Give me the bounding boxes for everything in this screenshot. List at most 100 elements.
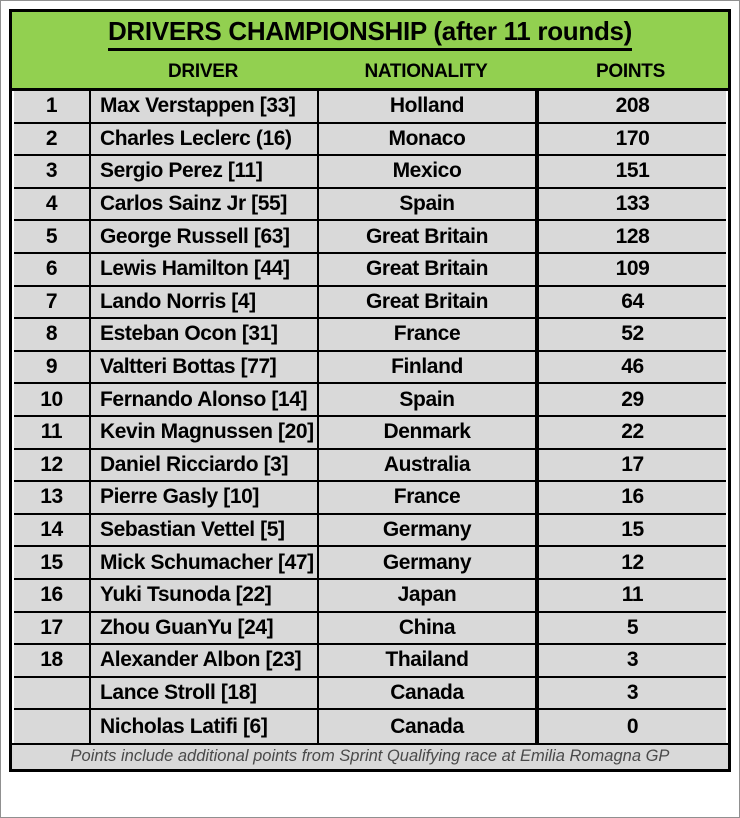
points-cell: 12: [535, 547, 726, 578]
nationality-cell: Holland: [317, 91, 535, 122]
position-cell: 14: [40, 518, 63, 542]
driver-cell: Kevin Magnussen [20]: [89, 416, 317, 448]
driver-cell: Lando Norris [4]: [89, 286, 317, 318]
nationality-cell: Great Britain: [317, 221, 535, 252]
table-row: 16 Yuki Tsunoda [22] Japan 11: [14, 579, 726, 613]
position-cell: 7: [45, 289, 58, 313]
position-cell: 1: [45, 94, 58, 118]
driver-cell: Lewis Hamilton [44]: [89, 253, 317, 285]
points-cell: 133: [535, 188, 726, 220]
position-cell: [14, 678, 89, 709]
position-cell: 13: [40, 485, 63, 509]
points-cell: 3: [535, 645, 726, 676]
table-row: 8 Esteban Ocon [31] France 52: [14, 319, 726, 352]
points-cell: 52: [535, 319, 726, 350]
points-cell: 109: [535, 253, 726, 285]
driver-cell: Zhou GuanYu [24]: [89, 612, 317, 644]
driver-cell: Lance Stroll [18]: [89, 677, 317, 709]
points-cell: 128: [535, 221, 726, 252]
position-cell: 12: [40, 452, 63, 476]
position-cell: 9: [45, 355, 58, 379]
position-cell: 16: [40, 583, 63, 607]
driver-cell: Esteban Ocon [31]: [89, 319, 317, 350]
points-cell: 151: [535, 156, 726, 187]
table-row: 13 Pierre Gasly [10] France 16: [14, 482, 726, 515]
table-row: 12 Daniel Ricciardo [3] Australia 17: [14, 449, 726, 483]
column-header-row: DRIVER NATIONALITY POINTS: [12, 55, 728, 88]
nationality-cell: Germany: [317, 514, 535, 546]
table-row: 2 Charles Leclerc (16) Monaco 170: [14, 123, 726, 157]
points-cell: 17: [535, 449, 726, 481]
driver-cell: Carlos Sainz Jr [55]: [89, 188, 317, 220]
driver-cell: Sergio Perez [11]: [89, 156, 317, 187]
position-cell: 6: [45, 257, 58, 281]
position-cell: 8: [45, 322, 58, 346]
driver-cell: Charles Leclerc (16): [89, 123, 317, 155]
driver-cell: Fernando Alonso [14]: [89, 384, 317, 415]
nationality-cell: Spain: [317, 188, 535, 220]
position-cell: 15: [40, 550, 63, 574]
points-cell: 170: [535, 123, 726, 155]
position-cell: 4: [45, 192, 58, 216]
table-row: 3 Sergio Perez [11] Mexico 151: [14, 156, 726, 189]
driver-cell: George Russell [63]: [89, 221, 317, 252]
table-row: 5 George Russell [63] Great Britain 128: [14, 221, 726, 254]
driver-cell: Valtteri Bottas [77]: [89, 351, 317, 383]
nationality-cell: Canada: [317, 677, 535, 709]
driver-cell: Mick Schumacher [47]: [89, 547, 317, 578]
nationality-cell: China: [317, 612, 535, 644]
nationality-cell: Thailand: [317, 645, 535, 676]
table-row: 1 Max Verstappen [33] Holland 208: [14, 91, 726, 124]
nationality-cell: Spain: [317, 384, 535, 415]
position-cell: 3: [45, 159, 58, 183]
points-cell: 5: [535, 612, 726, 644]
nationality-cell: Japan: [317, 579, 535, 611]
table-body: 1 Max Verstappen [33] Holland 208 2 Charles L…: [12, 91, 728, 743]
points-cell: 0: [535, 710, 726, 743]
nationality-cell: Monaco: [317, 123, 535, 155]
points-cell: 22: [535, 416, 726, 448]
table-row: 17 Zhou GuanYu [24] China 5: [14, 612, 726, 646]
nationality-cell: Finland: [317, 351, 535, 383]
position-cell: [14, 710, 89, 743]
points-cell: 208: [535, 91, 726, 122]
table-row: Nicholas Latifi [6] Canada 0: [14, 710, 726, 743]
table-row: Lance Stroll [18] Canada 3: [14, 677, 726, 711]
points-cell: 29: [535, 384, 726, 415]
nationality-cell: France: [317, 319, 535, 350]
driver-cell: Alexander Albon [23]: [89, 645, 317, 676]
nationality-cell: France: [317, 482, 535, 513]
nationality-cell: Germany: [317, 547, 535, 578]
nationality-cell: Mexico: [317, 156, 535, 187]
points-cell: 11: [535, 579, 726, 611]
points-cell: 64: [535, 286, 726, 318]
driver-cell: Max Verstappen [33]: [89, 91, 317, 122]
table-row: 18 Alexander Albon [23] Thailand 3: [14, 645, 726, 678]
driver-cell: Pierre Gasly [10]: [89, 482, 317, 513]
table-row: 6 Lewis Hamilton [44] Great Britain 109: [14, 253, 726, 287]
column-header-points: POINTS: [596, 60, 665, 82]
nationality-cell: Denmark: [317, 416, 535, 448]
table-header: DRIVERS CHAMPIONSHIP (after 11 rounds) D…: [12, 12, 728, 91]
driver-cell: Yuki Tsunoda [22]: [89, 579, 317, 611]
table-row: 10 Fernando Alonso [14] Spain 29: [14, 384, 726, 417]
driver-cell: Nicholas Latifi [6]: [89, 710, 317, 743]
position-cell: 18: [40, 648, 63, 672]
footnote: Points include additional points from Sp…: [12, 742, 728, 769]
page-title: DRIVERS CHAMPIONSHIP (after 11 rounds): [107, 16, 632, 51]
position-cell: 2: [45, 126, 58, 150]
table-row: 14 Sebastian Vettel [5] Germany 15: [14, 514, 726, 548]
table-row: 4 Carlos Sainz Jr [55] Spain 133: [14, 188, 726, 222]
nationality-cell: Great Britain: [317, 286, 535, 318]
position-cell: 10: [40, 387, 63, 411]
title-row: DRIVERS CHAMPIONSHIP (after 11 rounds): [12, 12, 728, 55]
nationality-cell: Australia: [317, 449, 535, 481]
points-cell: 15: [535, 514, 726, 546]
table-row: 15 Mick Schumacher [47] Germany 12: [14, 547, 726, 580]
column-header-nationality: NATIONALITY: [364, 60, 488, 82]
position-cell: 17: [40, 615, 63, 639]
nationality-cell: Great Britain: [317, 253, 535, 285]
table-row: 11 Kevin Magnussen [20] Denmark 22: [14, 416, 726, 450]
standings-table: DRIVERS CHAMPIONSHIP (after 11 rounds) D…: [9, 9, 731, 772]
